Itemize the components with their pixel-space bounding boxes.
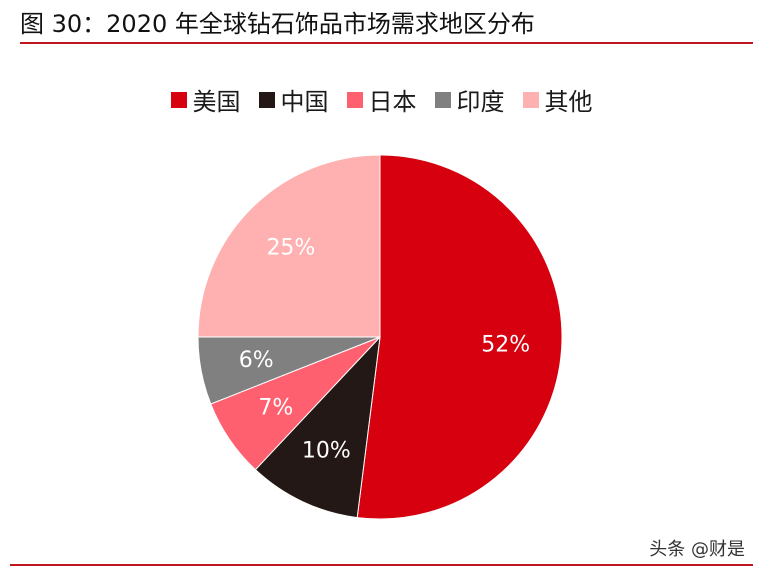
legend-item-china: 中国 [258,82,329,117]
pie-value-labels: 52% 10% 7% 6% 25% [239,235,530,463]
legend-item-usa: 美国 [170,82,241,117]
pie-value-label-usa: 52% [481,332,530,357]
pie-value-label-japan: 7% [258,395,293,420]
legend-swatch-other [522,91,539,108]
legend-label-other: 其他 [544,88,593,116]
legend-item-japan: 日本 [346,82,417,117]
legend-item-other: 其他 [522,82,593,117]
legend-swatch-japan [346,91,363,108]
pie-slices [197,154,563,520]
title-divider [20,42,753,44]
legend-label-china: 中国 [280,88,329,116]
pie-value-label-india: 6% [239,348,274,373]
watermark: 头条 @财是 [649,539,745,560]
legend-label-japan: 日本 [368,88,417,116]
legend-label-usa: 美国 [192,88,241,116]
legend-swatch-india [434,91,451,108]
pie-value-label-china: 10% [302,439,351,464]
legend-swatch-china [258,91,275,108]
pie-value-label-other: 25% [266,235,315,260]
pie-slice-china [254,335,381,519]
pie-slice-other [197,154,381,338]
legend-swatch-usa [170,91,187,108]
legend-item-india: 印度 [434,82,505,117]
figure-title: 图 30：2020 年全球钻石饰品市场需求地区分布 [20,10,535,38]
legend-label-india: 印度 [456,88,505,116]
bottom-divider [10,564,753,566]
chart-legend: 美国 中国 日本 印度 其他 [0,82,763,117]
pie-slice-usa [356,154,563,520]
